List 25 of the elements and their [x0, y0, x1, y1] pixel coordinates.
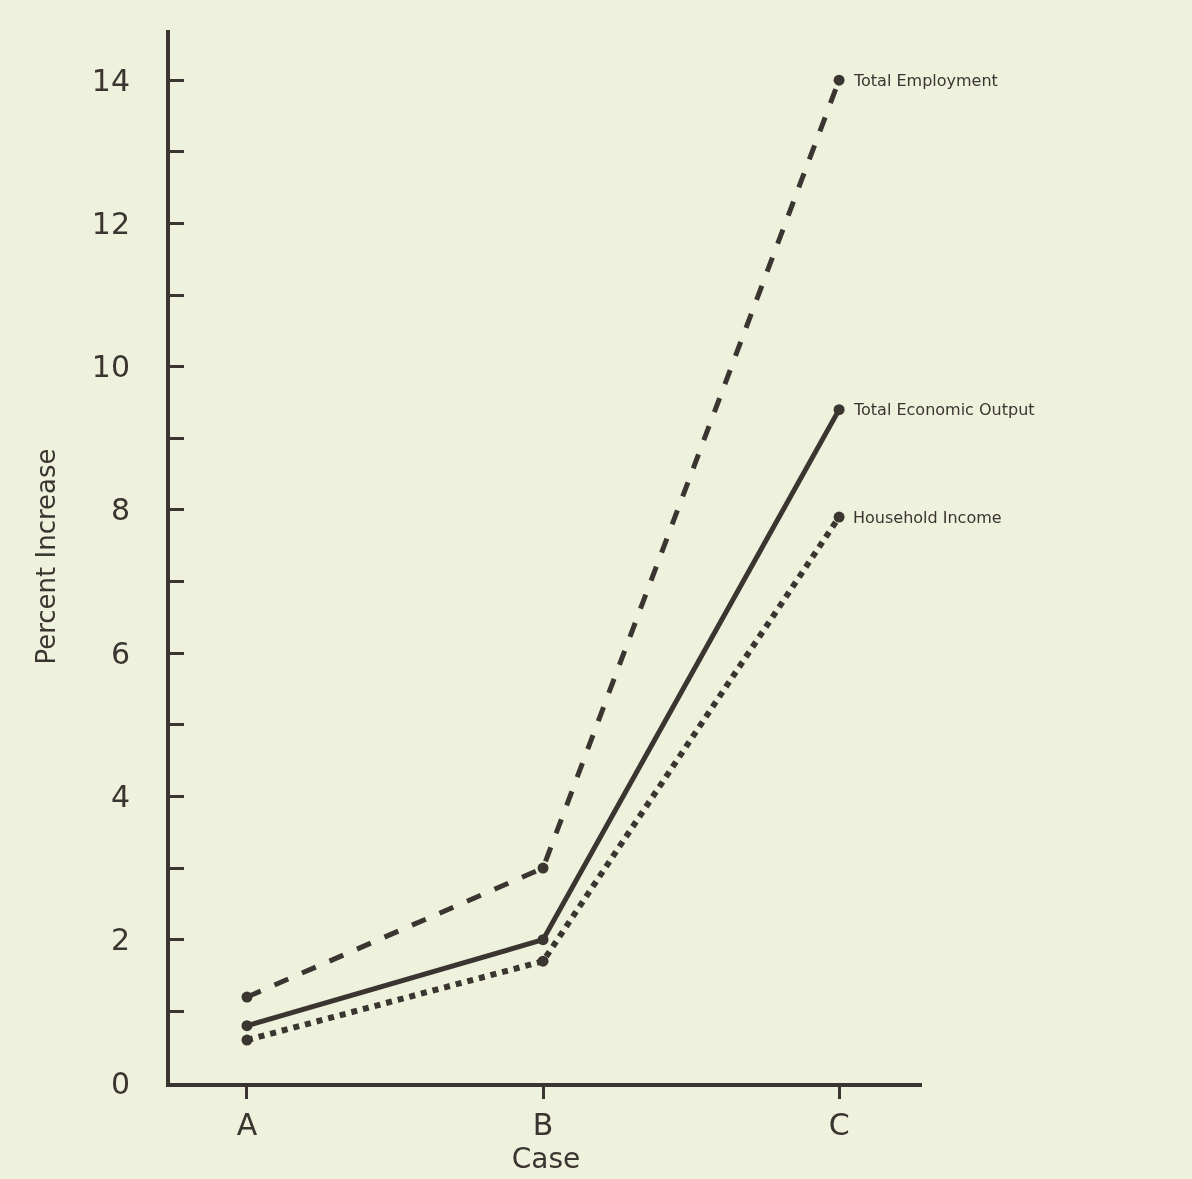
y-tick-label: 14	[91, 62, 130, 98]
series-label: Total Employment	[853, 71, 998, 90]
y-tick-label: 0	[110, 1065, 130, 1101]
point	[833, 74, 845, 86]
series-label: Total Economic Output	[853, 400, 1035, 419]
x-tick-label: A	[236, 1107, 258, 1142]
point	[241, 991, 253, 1003]
series-label: Household Income	[853, 508, 1002, 527]
point	[537, 934, 549, 946]
y-tick-label: 4	[110, 778, 130, 814]
point	[241, 1020, 253, 1032]
y-tick-label: 10	[91, 349, 130, 385]
y-tick-label: 2	[110, 922, 130, 958]
x-tick-label: C	[828, 1107, 850, 1142]
y-axis-title: Percent Increase	[30, 448, 61, 665]
point	[537, 862, 549, 874]
y-tick-label: 8	[110, 492, 130, 528]
point	[833, 511, 845, 523]
point	[241, 1034, 253, 1046]
y-tick-label: 12	[91, 205, 130, 241]
point	[833, 404, 845, 416]
point	[537, 955, 549, 967]
x-axis-title: Case	[511, 1142, 581, 1175]
x-tick-label: B	[532, 1107, 554, 1142]
y-tick-label: 6	[110, 635, 130, 671]
